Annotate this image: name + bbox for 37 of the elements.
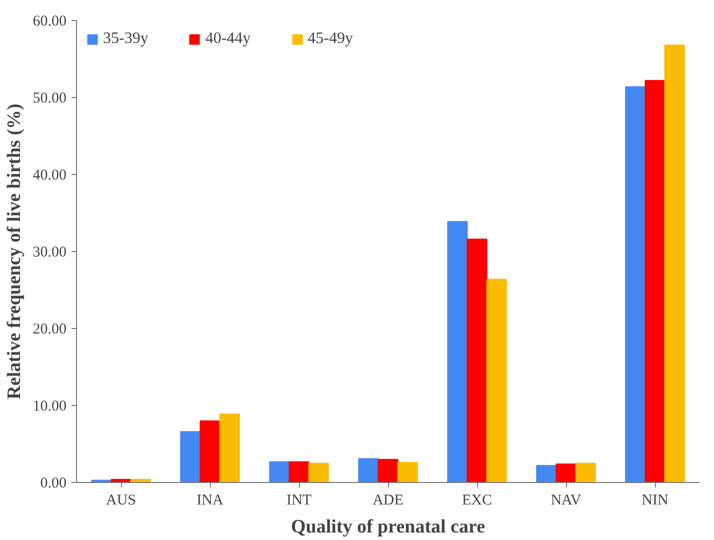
y-axis-title: Relative frequency of live births (%) [4, 104, 25, 400]
bar [200, 420, 220, 482]
bar [288, 461, 310, 482]
bar [556, 464, 576, 482]
bar [378, 458, 398, 482]
x-axis-title: Quality of prenatal care [290, 516, 486, 538]
bar [644, 80, 666, 482]
legend-label: 45-49y [308, 30, 353, 48]
y-tick-label: 0.00 [40, 476, 66, 492]
legend-label: 40-44y [205, 30, 251, 48]
bar [625, 86, 646, 482]
bar [575, 462, 596, 482]
bar [536, 465, 557, 482]
y-tick-label: 30.00 [32, 244, 66, 260]
y-tick-label: 10.00 [32, 398, 66, 414]
legend-label: 35-39y [103, 30, 148, 48]
bar [308, 462, 329, 482]
x-tick-label: ADE [372, 492, 404, 508]
x-tick-label: NAV [550, 492, 582, 508]
bar [219, 413, 240, 482]
bar [358, 458, 379, 482]
bar [180, 431, 201, 482]
x-tick-label: INT [286, 492, 312, 508]
x-tick-label: EXC [462, 492, 492, 508]
y-tick-label: 20.00 [32, 322, 66, 338]
y-tick-label: 40.00 [32, 168, 66, 184]
bar [466, 238, 488, 482]
bar [486, 278, 507, 482]
y-tick-label: 50.00 [32, 90, 66, 106]
bar [447, 220, 468, 482]
bar [397, 462, 418, 482]
x-tick-label: NIN [642, 492, 668, 508]
y-tick-label: 60.00 [32, 14, 66, 30]
x-tick-label: INA [196, 492, 224, 508]
bar [269, 461, 290, 482]
bar [664, 44, 685, 482]
x-tick-label: AUS [106, 492, 136, 508]
